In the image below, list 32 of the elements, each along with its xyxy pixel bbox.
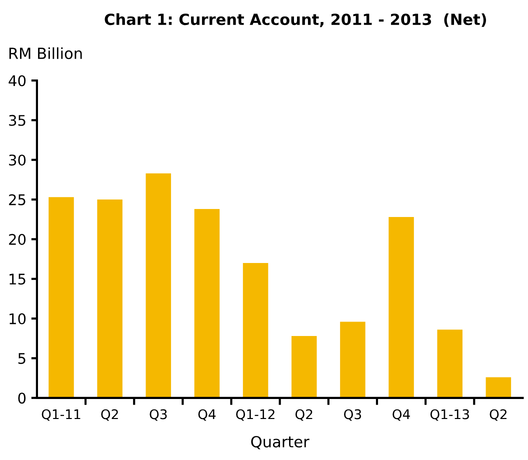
y-tick-label: 20 [9,234,26,245]
y-tick-label: 35 [9,114,26,126]
bar [388,216,414,398]
y-tick-label: 0 [18,392,26,404]
bar [146,173,172,398]
x-tick-label: Q4 [392,409,410,421]
bar [242,263,268,398]
bar [486,377,512,398]
x-tick-label: Q1-13 [430,409,469,421]
y-tick-label: 10 [10,313,26,324]
y-tick-label: 30 [9,154,26,166]
y-tick-label: 40 [8,75,26,86]
x-tick-label: Q1-12 [236,409,274,421]
x-tick-label: Q1-11 [42,409,80,421]
x-tick-label: Q4 [198,409,216,421]
y-axis-title: RM Billion [9,47,82,60]
bar [437,330,462,398]
x-tick-label: Q3 [344,409,362,421]
bar [292,336,317,398]
x-tick-label: Q3 [150,409,167,421]
bar [97,200,122,398]
y-tick-label: 5 [18,353,26,364]
x-tick-label: Q2 [101,409,118,421]
bar [340,322,366,398]
x-tick-label: Q2 [490,409,506,421]
bar [48,197,74,398]
y-tick-label: 25 [9,194,26,206]
bar [194,209,220,398]
x-tick-label: Q2 [295,409,312,421]
x-axis-title: Quarter [251,436,310,450]
y-tick-label: 15 [10,274,26,285]
chart-title: Chart 1: Current Account, 2011 - 2013 (Net) [104,13,486,28]
